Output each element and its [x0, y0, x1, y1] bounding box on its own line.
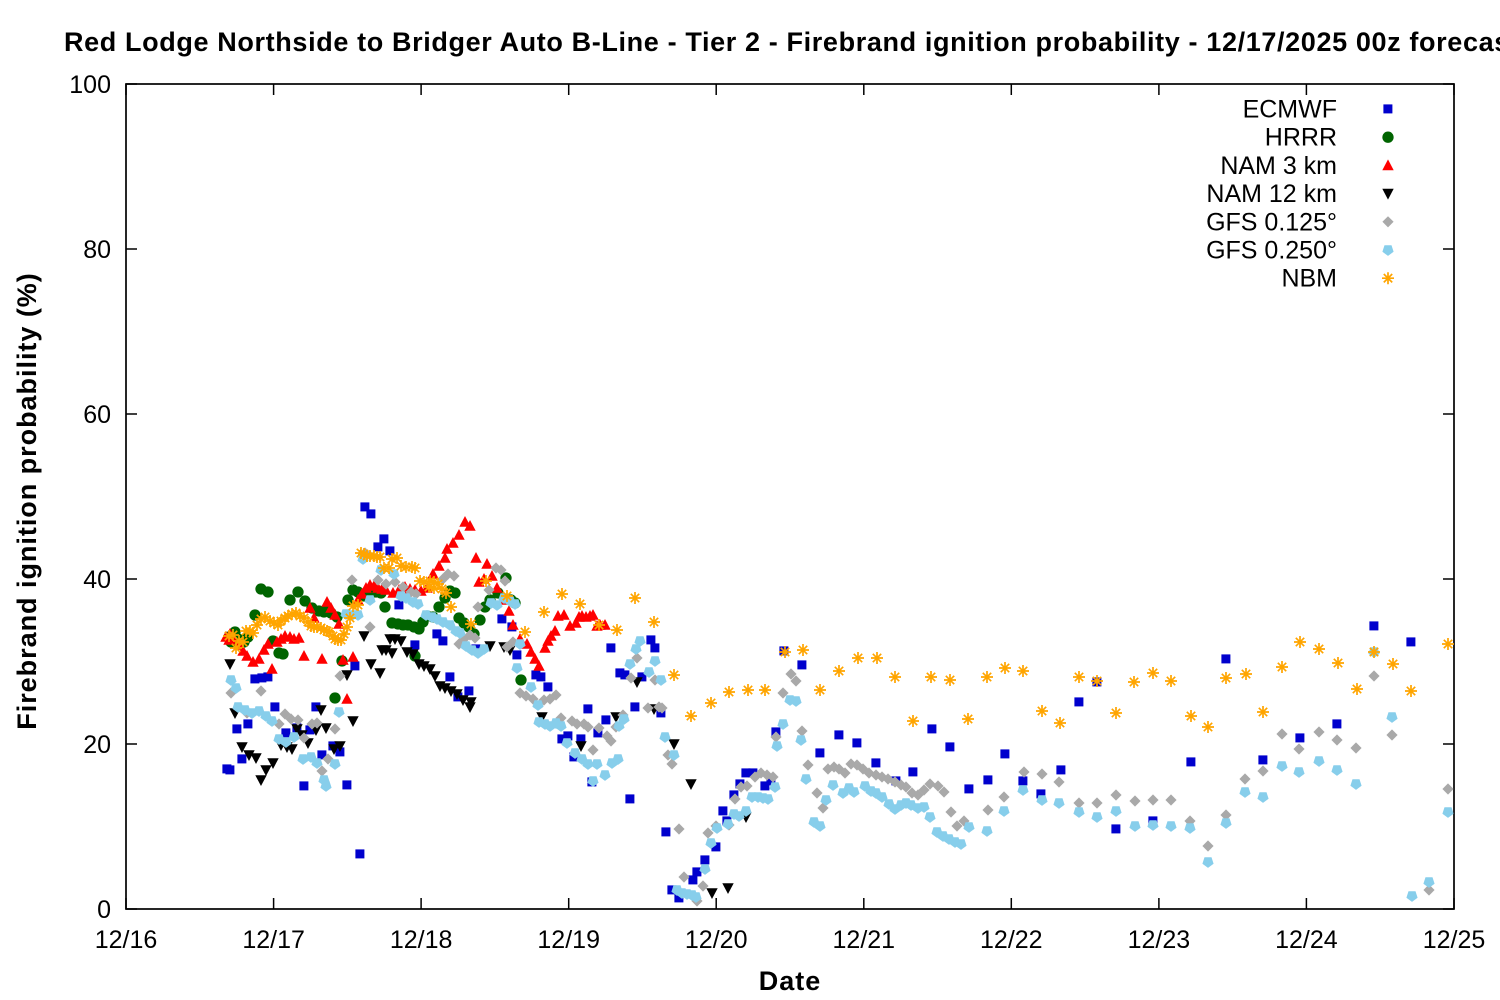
- svg-text:12/17: 12/17: [242, 926, 305, 954]
- svg-text:NAM 12 km: NAM 12 km: [1206, 180, 1337, 208]
- svg-text:80: 80: [83, 236, 111, 264]
- svg-text:GFS 0.250°: GFS 0.250°: [1206, 237, 1337, 265]
- svg-text:40: 40: [83, 566, 111, 594]
- svg-text:12/18: 12/18: [390, 926, 453, 954]
- svg-text:12/19: 12/19: [537, 926, 600, 954]
- svg-text:100: 100: [69, 71, 111, 99]
- svg-text:ECMWF: ECMWF: [1243, 96, 1337, 124]
- svg-text:Date: Date: [759, 966, 822, 996]
- svg-text:12/25: 12/25: [1423, 926, 1486, 954]
- svg-text:12/20: 12/20: [685, 926, 748, 954]
- svg-text:12/22: 12/22: [980, 926, 1043, 954]
- svg-text:60: 60: [83, 401, 111, 429]
- svg-text:Red Lodge Northside to Bridger: Red Lodge Northside to Bridger Auto B-Li…: [64, 27, 1500, 57]
- svg-text:0: 0: [97, 896, 111, 924]
- svg-text:NBM: NBM: [1281, 265, 1337, 293]
- svg-text:Firebrand ignition probability: Firebrand ignition probability (%): [12, 272, 42, 729]
- svg-text:20: 20: [83, 731, 111, 759]
- svg-text:12/21: 12/21: [833, 926, 896, 954]
- svg-text:12/23: 12/23: [1128, 926, 1191, 954]
- svg-text:12/16: 12/16: [95, 926, 158, 954]
- svg-text:NAM 3 km: NAM 3 km: [1220, 152, 1337, 180]
- svg-text:12/24: 12/24: [1275, 926, 1338, 954]
- svg-text:HRRR: HRRR: [1265, 124, 1337, 152]
- svg-text:GFS 0.125°: GFS 0.125°: [1206, 208, 1337, 236]
